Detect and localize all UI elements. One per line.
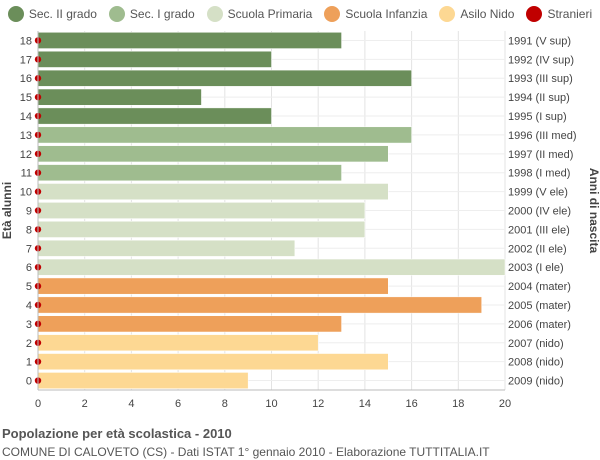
age-label: 13 <box>20 130 32 142</box>
legend-label: Stranieri <box>547 7 593 21</box>
birth-year-label: 1994 (II sup) <box>508 92 570 104</box>
y-axis-title: Età alunni <box>0 182 14 239</box>
bar <box>37 126 412 144</box>
birth-year-label: 2003 (I ele) <box>508 262 564 274</box>
age-label: 18 <box>20 35 32 47</box>
age-label: 9 <box>26 206 32 218</box>
bar <box>37 145 389 163</box>
birth-year-label: 1992 (IV sup) <box>508 54 574 66</box>
birth-year-label: 1993 (III sup) <box>508 73 573 85</box>
bar <box>37 239 296 257</box>
x-tick-label: 16 <box>405 398 417 410</box>
age-label: 14 <box>20 111 32 123</box>
age-label: 1 <box>26 357 32 369</box>
birth-year-label: 1997 (II med) <box>508 149 573 161</box>
birth-year-label: 2001 (III ele) <box>508 224 570 236</box>
legend-label: Asilo Nido <box>460 7 515 21</box>
age-label: 6 <box>26 262 32 274</box>
birth-year-label: 2000 (IV ele) <box>508 206 571 218</box>
x-tick-label: 14 <box>359 398 371 410</box>
birth-year-label: 1995 (I sup) <box>508 111 567 123</box>
birth-year-label: 1999 (V ele) <box>508 187 568 199</box>
bar <box>37 315 342 333</box>
x-tick-label: 4 <box>128 398 134 410</box>
legend-item: Scuola Infanzia <box>324 6 427 22</box>
birth-year-label: 2005 (mater) <box>508 300 571 312</box>
birth-year-label: 2008 (nido) <box>508 357 564 369</box>
legend-label: Scuola Infanzia <box>345 7 428 21</box>
bar <box>37 50 272 68</box>
legend-label: Sec. II grado <box>28 7 97 21</box>
chart-footer-source: COMUNE DI CALOVETO (CS) - Dati ISTAT 1° … <box>2 445 490 459</box>
bar <box>37 277 389 295</box>
bar <box>37 296 482 314</box>
x-tick-label: 0 <box>35 398 41 410</box>
x-tick-label: 6 <box>175 398 181 410</box>
x-tick-label: 8 <box>222 398 228 410</box>
legend-swatch <box>206 6 223 22</box>
x-tick-label: 18 <box>452 398 464 410</box>
legend-label: Scuola Primaria <box>227 7 313 21</box>
age-label: 10 <box>20 187 32 199</box>
legend-swatch <box>324 6 341 22</box>
x-tick-label: 10 <box>265 398 277 410</box>
age-label: 5 <box>26 281 32 293</box>
birth-year-label: 1991 (V sup) <box>508 35 571 47</box>
bar <box>37 88 202 106</box>
age-label: 0 <box>26 376 32 388</box>
legend-item: Asilo Nido <box>439 6 514 22</box>
chart-footer-title: Popolazione per età scolastica - 2010 <box>2 426 232 441</box>
age-label: 15 <box>20 92 32 104</box>
birth-year-label: 2002 (II ele) <box>508 243 567 255</box>
age-label: 11 <box>21 168 32 180</box>
age-label: 2 <box>26 338 32 350</box>
bar <box>37 353 389 371</box>
bar <box>37 202 366 219</box>
legend-item: Sec. I grado <box>108 6 195 22</box>
legend-swatch <box>526 6 543 22</box>
birth-year-label: 2009 (nido) <box>508 376 564 388</box>
age-label: 8 <box>26 224 32 236</box>
legend-swatch <box>439 6 456 22</box>
birth-year-label: 2004 (mater) <box>508 281 571 293</box>
age-label: 3 <box>26 319 32 331</box>
birth-year-label: 1996 (III med) <box>508 130 576 142</box>
bar <box>37 334 319 352</box>
age-label: 17 <box>20 54 32 66</box>
x-tick-label: 2 <box>82 398 88 410</box>
age-label: 12 <box>20 149 32 161</box>
x-tick-label: 20 <box>499 398 511 410</box>
bar <box>37 32 342 49</box>
legend-item: Scuola Primaria <box>206 6 313 22</box>
birth-year-label: 2007 (nido) <box>508 338 564 350</box>
bar <box>37 221 366 238</box>
age-label: 4 <box>26 300 32 312</box>
bar <box>37 183 389 200</box>
x-tick-label: 12 <box>312 398 324 410</box>
age-label: 16 <box>20 73 32 85</box>
age-label: 7 <box>26 243 32 255</box>
birth-year-label: 2006 (mater) <box>508 319 571 331</box>
bar <box>37 372 249 389</box>
legend-swatch <box>7 6 24 22</box>
birth-year-label: 1998 (I med) <box>508 168 570 180</box>
chart-legend: Sec. II grado Sec. I grado Scuola Primaria… <box>0 6 600 22</box>
legend-label: Sec. I grado <box>129 7 195 21</box>
legend-item: Sec. II grado <box>7 6 97 22</box>
bar <box>37 258 506 276</box>
legend-swatch <box>108 6 125 22</box>
legend-item: Stranieri <box>526 6 592 22</box>
bar <box>37 69 412 87</box>
bar <box>37 107 272 125</box>
y-axis-right-title: Anni di nascita <box>587 168 600 254</box>
bar <box>37 164 342 182</box>
